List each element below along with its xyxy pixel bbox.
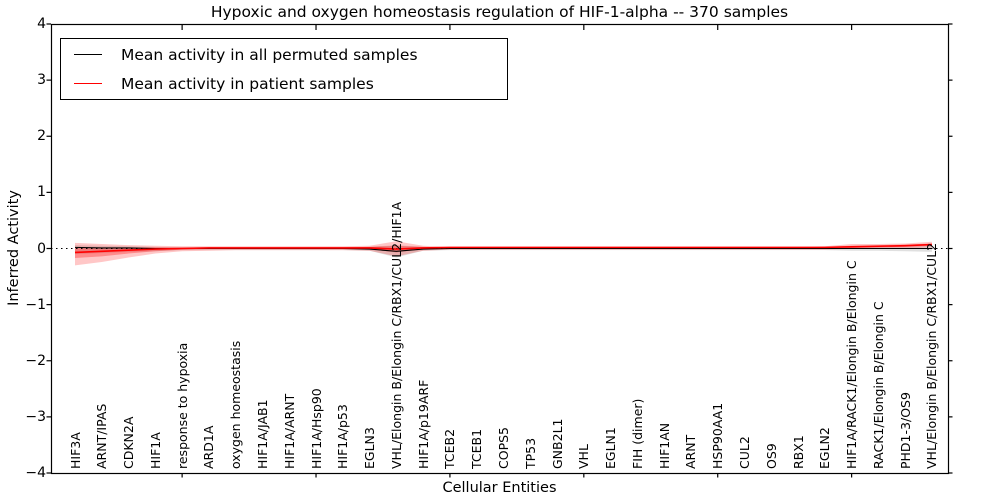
legend-label-permuted: Mean activity in all permuted samples [121, 45, 418, 64]
x-category-label: VHL/Elongin B/Elongin C/RBX1/CUL2/HIF1A [388, 201, 404, 469]
y-tick-label: 0 [37, 240, 46, 257]
x-category-label: response to hypoxia [174, 342, 190, 469]
x-category-label: OS9 [763, 443, 779, 469]
x-category-label: TCEB1 [469, 428, 485, 469]
permuted-line-sample-icon [74, 54, 102, 55]
x-category-label: TP53 [522, 437, 538, 469]
y-tick-label: −1 [25, 296, 46, 313]
x-category-label: ARD1A [201, 425, 217, 469]
x-category-label: FIH (dimer) [629, 398, 645, 469]
x-category-label: VHL/Elongin B/Elongin C/RBX1/CUL2 [924, 242, 940, 469]
patient-mean-line [74, 243, 932, 254]
x-category-label: HIF1A/Hsp90 [308, 388, 324, 469]
x-category-label: HSP90AA1 [710, 402, 726, 469]
x-category-label: HIF1AN [656, 422, 672, 469]
x-category-label: HIF1A/JAB1 [254, 399, 270, 469]
x-category-label: ARNT/IPAS [94, 403, 110, 469]
x-category-label: RACK1/Elongin B/Elongin C [870, 301, 886, 469]
patient-line-sample-icon [74, 83, 102, 84]
y-tick-label: −4 [25, 465, 46, 481]
chart-title: Hypoxic and oxygen homeostasis regulatio… [210, 3, 789, 21]
x-category-label: HIF1A [147, 432, 163, 469]
legend-entry-permuted: Mean activity in all permuted samples [61, 40, 507, 69]
x-category-label: CDKN2A [121, 416, 137, 469]
x-axis-title: Cellular Entities [442, 480, 557, 496]
x-category-label: PHD1-3/OS9 [897, 392, 913, 469]
x-category-label: HIF1A/ARNT [281, 393, 297, 469]
x-category-label: HIF3A [67, 432, 83, 469]
legend-label-patient: Mean activity in patient samples [121, 74, 374, 93]
x-category-label: EGLN3 [362, 427, 378, 469]
x-category-label: EGLN1 [603, 427, 619, 469]
x-category-label: TCEB2 [442, 428, 458, 469]
x-category-label: VHL [576, 444, 592, 469]
patient-range-area [75, 241, 932, 266]
x-category-label: HIF1A/p53 [335, 404, 351, 469]
x-category-label: RBX1 [790, 435, 806, 469]
x-category-label: EGLN2 [817, 427, 833, 469]
y-tick-label: 2 [37, 128, 46, 145]
x-category-label: COPS5 [495, 427, 511, 469]
y-tick-label: −2 [25, 352, 46, 369]
x-category-label: oxygen homeostasis [228, 340, 244, 469]
x-category-label: GNB2L1 [549, 418, 565, 469]
x-category-label: HIF1A/RACK1/Elongin B/Elongin C [844, 260, 860, 469]
x-category-label: ARNT [683, 434, 699, 469]
y-tick-label: 4 [37, 16, 46, 32]
y-tick-label: −3 [25, 408, 46, 425]
legend-box: Mean activity in all permuted samples Me… [60, 38, 508, 100]
y-tick-label: 1 [37, 184, 46, 201]
legend-entry-patient: Mean activity in patient samples [61, 69, 507, 98]
x-category-label: HIF1A/p19ARF [415, 379, 431, 469]
x-category-label: CUL2 [737, 436, 752, 469]
y-tick-label: 3 [37, 72, 46, 89]
